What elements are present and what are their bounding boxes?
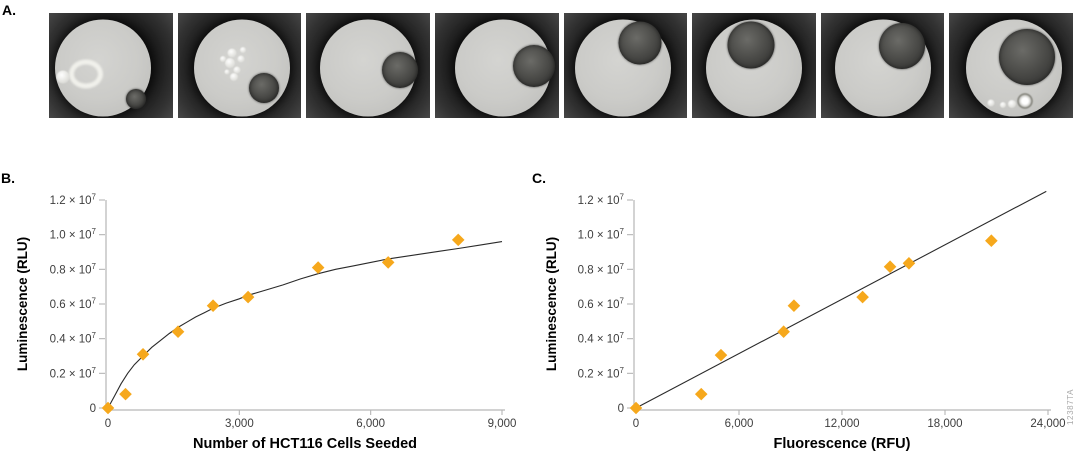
well-6 (692, 13, 816, 118)
y-tick-label: 1.2 × 107 (578, 193, 625, 208)
data-point-diamond (985, 234, 998, 248)
data-point-diamond (902, 256, 916, 270)
y-tick-label: 0.8 × 107 (578, 262, 625, 277)
data-point-diamond (883, 260, 897, 274)
well-1 (49, 13, 173, 118)
data-point-diamond (451, 233, 465, 247)
data-point-diamond (777, 325, 790, 339)
x-tick-label: 24,000 (1030, 418, 1065, 430)
panel-a-label: A. (2, 2, 16, 18)
bubble (1016, 93, 1033, 110)
fit-curve (107, 241, 503, 409)
bubble (224, 58, 235, 69)
x-tick-label: 6,000 (725, 418, 754, 430)
spheroid (999, 29, 1056, 86)
spheroid (618, 21, 662, 65)
figure-code: 12387TA (1066, 388, 1075, 425)
x-tick-label: 3,000 (225, 418, 254, 430)
bubble (999, 102, 1006, 109)
data-point-diamond (629, 401, 643, 415)
data-point-diamond (694, 387, 708, 401)
x-tick-label: 9,000 (488, 418, 517, 430)
data-point-diamond (856, 290, 869, 304)
panel-b-label: B. (1, 170, 15, 186)
y-axis-title: Luminescence (RLU) (545, 237, 559, 371)
y-tick-label: 0 (90, 403, 96, 415)
data-point-diamond (381, 256, 395, 269)
well-image-row (49, 13, 1073, 118)
spheroid (382, 51, 419, 88)
well-5 (563, 13, 688, 118)
data-point-diamond (241, 290, 255, 304)
data-point-diamond (311, 261, 325, 274)
data-point-diamond (171, 325, 185, 339)
bubble (56, 70, 70, 84)
spheroid (512, 44, 555, 87)
y-tick-label: 0.6 × 107 (578, 297, 625, 312)
well-4 (434, 13, 559, 118)
well-8 (949, 13, 1073, 118)
luminescence-vs-cells-chart: 0 0.2 × 107 0.4 × 107 0.6 × 107 0.8 × 107 1.0… (15, 193, 517, 453)
y-tick-label: 1.0 × 107 (50, 227, 97, 242)
data-point-diamond (714, 348, 728, 362)
bubble (224, 69, 230, 75)
y-tick-label: 0.2 × 107 (50, 366, 97, 381)
y-tick-label: 0 (618, 403, 624, 415)
y-tick-label: 1.2 × 107 (50, 193, 97, 208)
y-tick-label: 0.6 × 107 (50, 297, 97, 312)
well-7 (820, 13, 945, 118)
x-tick-label: 0 (633, 418, 639, 430)
data-point-diamond (119, 387, 132, 401)
data-point-diamond (101, 401, 115, 415)
well-circle (193, 19, 290, 117)
x-tick-label: 0 (105, 418, 111, 430)
bubble (227, 48, 237, 58)
data-point-diamond (136, 347, 150, 361)
x-tick-label: 6,000 (356, 418, 385, 430)
x-axis-title: Number of HCT116 Cells Seeded (193, 436, 417, 452)
bubble (237, 55, 245, 63)
bubble (233, 66, 241, 74)
well-2 (177, 13, 302, 118)
data-point-diamond (787, 299, 801, 313)
x-tick-label: 12,000 (824, 418, 859, 430)
spheroid (249, 72, 280, 103)
data-point-diamond (206, 299, 220, 313)
well-3 (306, 13, 430, 118)
y-tick-label: 0.2 × 107 (578, 366, 625, 381)
x-tick-label: 18,000 (927, 418, 962, 430)
spheroid (125, 89, 146, 110)
trend-line (635, 190, 1047, 409)
bubble (240, 46, 247, 53)
y-tick-label: 0.8 × 107 (50, 262, 97, 277)
spheroid (879, 22, 926, 69)
bubble (1008, 100, 1017, 109)
spheroid (727, 21, 775, 68)
y-tick-label: 0.4 × 107 (50, 331, 97, 346)
bubble (230, 73, 239, 82)
bubble (987, 99, 995, 107)
bubble (220, 56, 227, 63)
y-axis-title: Luminescence (RLU) (15, 237, 30, 371)
y-tick-label: 1.0 × 107 (578, 227, 625, 242)
luminescence-vs-fluorescence-chart: 0 0.2 × 107 0.4 × 107 0.6 × 107 0.8 × 107 1.0… (545, 190, 1066, 452)
ring-bubble (69, 59, 104, 89)
y-tick-label: 0.4 × 107 (578, 331, 625, 346)
x-axis-title: Fluorescence (RFU) (774, 436, 911, 452)
panel-c-label: C. (532, 170, 546, 186)
